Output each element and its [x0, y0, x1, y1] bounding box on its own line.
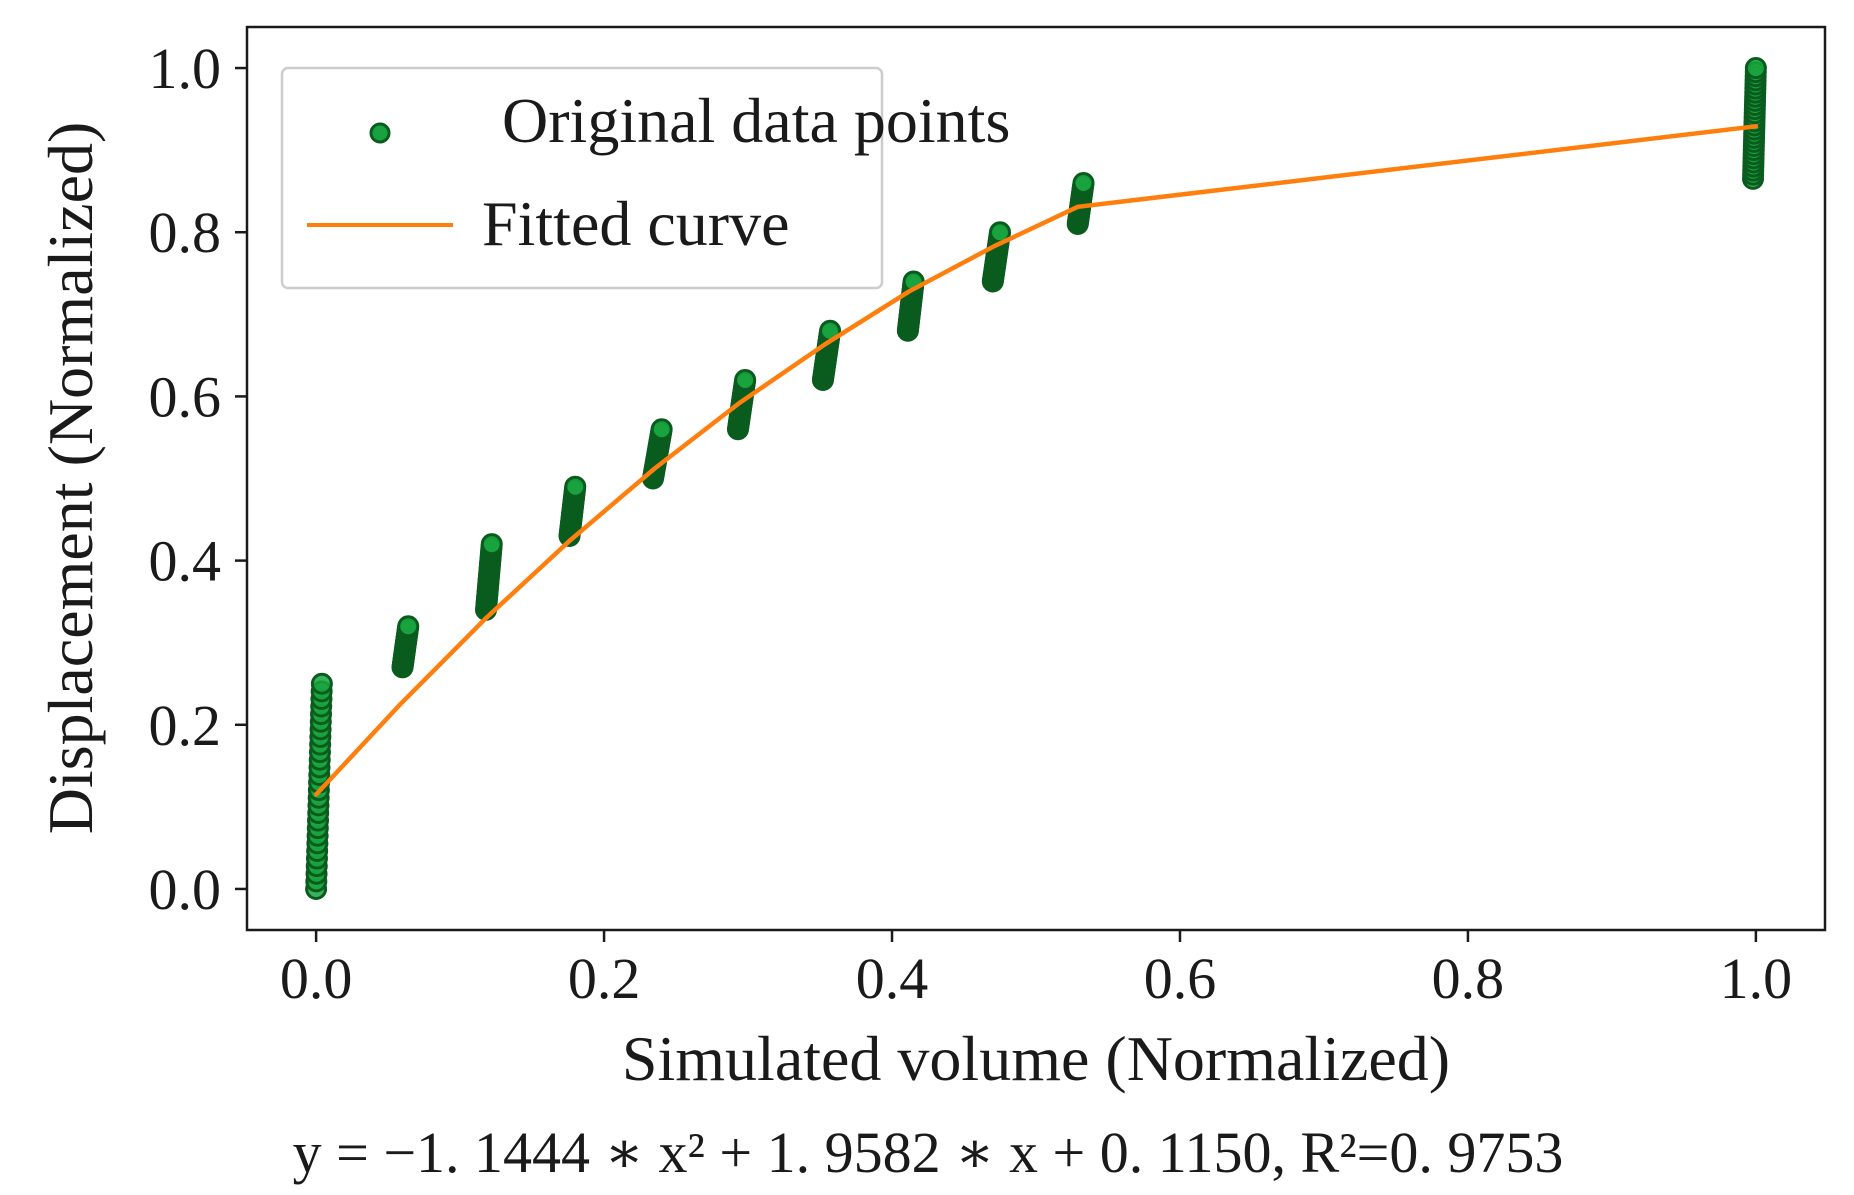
x-tick-label: 0.6: [1144, 946, 1217, 1011]
scatter-points: [305, 57, 1767, 900]
y-tick-label: 0.4: [149, 529, 222, 594]
data-point: [650, 418, 673, 441]
y-axis-title: Displacement (Normalized): [35, 122, 106, 835]
y-tick-label: 0.0: [149, 857, 222, 922]
data-point: [480, 533, 503, 556]
data-point: [397, 615, 420, 638]
y-tick-label: 0.2: [149, 693, 222, 758]
data-point: [564, 475, 587, 498]
x-tick-label: 0.2: [568, 946, 641, 1011]
data-point: [310, 672, 333, 695]
fit-equation: y = −1. 1444 ∗ x² + 1. 9582 ∗ x + 0. 115…: [293, 1120, 1564, 1185]
legend-marker-original-data: [369, 122, 391, 144]
legend-label-original-data: Original data points: [502, 85, 1010, 156]
x-tick-label: 0.0: [280, 946, 353, 1011]
plot-frame: [245, 25, 1827, 932]
y-tick-label: 0.8: [149, 200, 222, 265]
data-point: [734, 368, 757, 391]
data-point: [1744, 57, 1767, 80]
x-tick-label: 0.8: [1432, 946, 1505, 1011]
data-point: [1072, 171, 1095, 194]
legend: Original data points Fitted curve: [280, 66, 1010, 290]
axis-ticks: 0.0 0.2 0.4 0.6 0.8 1.0 0.0 0.2 0.4 0.6 0.8 1.0: [149, 36, 1793, 1011]
fitted-curve-layer: [313, 124, 1759, 797]
legend-box: [280, 66, 884, 290]
x-axis-title: Simulated volume (Normalized): [622, 1023, 1450, 1094]
x-tick-label: 0.4: [856, 946, 929, 1011]
y-tick-label: 1.0: [149, 36, 222, 101]
y-tick-label: 0.6: [149, 364, 222, 429]
x-tick-label: 1.0: [1720, 946, 1793, 1011]
fitted-curve-line: [313, 124, 1759, 797]
legend-label-fitted-curve: Fitted curve: [482, 188, 789, 259]
